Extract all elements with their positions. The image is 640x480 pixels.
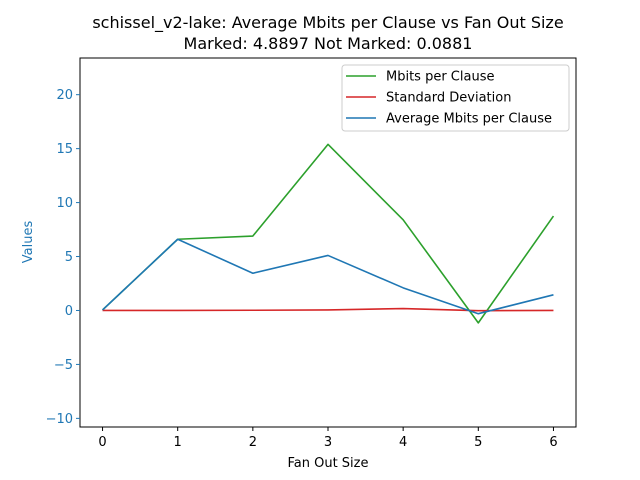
- legend-label-0: Mbits per Clause: [386, 70, 494, 85]
- legend-box: [341, 64, 570, 132]
- y-tick-label: 15: [56, 142, 73, 157]
- x-axis: 0 1 2 3 4 5 6: [98, 427, 558, 450]
- plot-lines: [102, 143, 555, 324]
- y-axis-label: Values: [21, 221, 36, 264]
- series-line-0: [102, 143, 555, 324]
- y-tick-label: −5: [54, 358, 73, 373]
- chart-title: schissel_v2-lake: Average Mbits per Clau…: [92, 13, 563, 33]
- x-tick-label: 6: [549, 435, 557, 450]
- legend: Mbits per Clause Standard Deviation Averag…: [341, 64, 570, 132]
- y-tick-label: 10: [56, 196, 73, 211]
- x-tick-label: 4: [399, 435, 407, 450]
- series-line-2: [102, 238, 554, 315]
- chart-subtitle: Marked: 4.8897 Not Marked: 0.0881: [184, 34, 473, 53]
- x-axis-label: Fan Out Size: [287, 456, 368, 471]
- x-tick-label: 3: [324, 435, 332, 450]
- y-tick-label: 0: [65, 304, 73, 319]
- legend-label-1: Standard Deviation: [386, 91, 511, 106]
- y-tick-label: 5: [65, 250, 73, 265]
- y-axis: −10 −5 0 5 10 15 20: [46, 88, 80, 427]
- x-tick-label: 0: [98, 435, 106, 450]
- legend-label-2: Average Mbits per Clause: [386, 112, 552, 127]
- x-tick-label: 1: [174, 435, 182, 450]
- series-line-1: [102, 307, 554, 312]
- x-tick-label: 5: [474, 435, 482, 450]
- x-tick-label: 2: [249, 435, 257, 450]
- y-tick-label: 20: [56, 88, 73, 103]
- y-tick-label: −10: [46, 412, 73, 427]
